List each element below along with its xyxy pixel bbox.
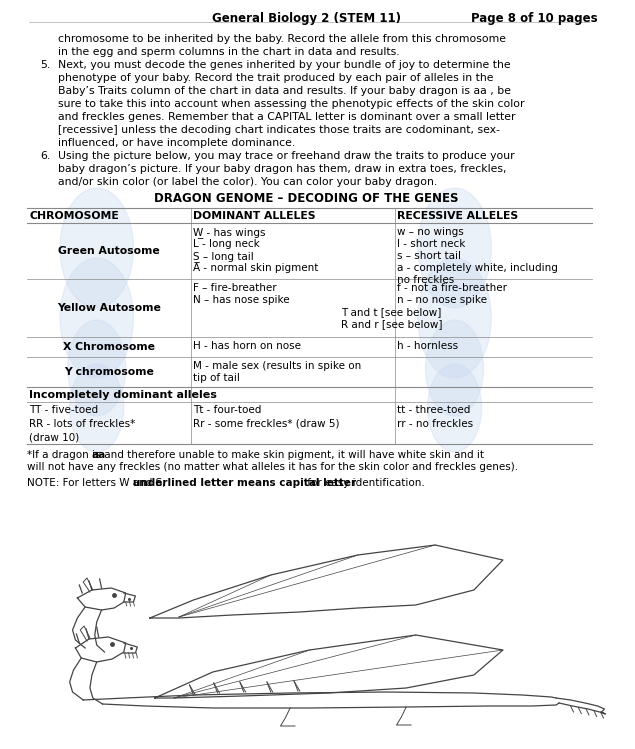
Text: Y chromosome: Y chromosome — [64, 367, 154, 377]
Text: TT - five-toed: TT - five-toed — [29, 405, 98, 415]
Text: General Biology 2 (STEM 11): General Biology 2 (STEM 11) — [212, 12, 401, 25]
Text: H - has horn on nose: H - has horn on nose — [194, 341, 302, 351]
Text: baby dragon’s picture. If your baby dragon has them, draw in extra toes, freckle: baby dragon’s picture. If your baby drag… — [58, 164, 507, 174]
Text: Green Autosome: Green Autosome — [58, 246, 160, 256]
Text: DOMINANT ALLELES: DOMINANT ALLELES — [194, 211, 316, 221]
Text: tt - three-toed: tt - three-toed — [396, 405, 470, 415]
Text: Rr - some freckles* (draw 5): Rr - some freckles* (draw 5) — [194, 419, 340, 429]
Text: 5.: 5. — [41, 60, 51, 70]
Ellipse shape — [60, 188, 133, 308]
Text: for easy identification.: for easy identification. — [304, 478, 424, 488]
Text: h - hornless: h - hornless — [396, 341, 458, 351]
Text: influenced, or have incomplete dominance.: influenced, or have incomplete dominance… — [58, 138, 295, 148]
Ellipse shape — [425, 320, 484, 416]
Text: will not have any freckles (no matter what alleles it has for the skin color and: will not have any freckles (no matter wh… — [27, 462, 518, 472]
Text: phenotype of your baby. Record the trait produced by each pair of alleles in the: phenotype of your baby. Record the trait… — [58, 73, 493, 83]
Text: R and r [see below]: R and r [see below] — [341, 319, 443, 329]
Text: no freckles: no freckles — [396, 275, 454, 285]
Text: A - normal skin pigment: A - normal skin pigment — [194, 263, 319, 273]
Text: l - short neck: l - short neck — [396, 239, 465, 249]
Text: n – no nose spike: n – no nose spike — [396, 295, 486, 305]
Text: Page 8 of 10 pages: Page 8 of 10 pages — [471, 12, 598, 25]
Text: F – fire-breather: F – fire-breather — [194, 283, 277, 293]
Text: RECESSIVE ALLELES: RECESSIVE ALLELES — [396, 211, 518, 221]
Text: T and t [see below]: T and t [see below] — [342, 307, 442, 317]
Text: X Chromosome: X Chromosome — [64, 342, 156, 352]
Ellipse shape — [418, 188, 491, 308]
Text: NOTE: For letters W and S,: NOTE: For letters W and S, — [27, 478, 169, 488]
Text: Tt - four-toed: Tt - four-toed — [194, 405, 262, 415]
Text: and freckles genes. Remember that a CAPITAL letter is dominant over a small lett: and freckles genes. Remember that a CAPI… — [58, 112, 516, 122]
Text: S̲ – long tail: S̲ – long tail — [194, 251, 254, 262]
Text: chromosome to be inherited by the baby. Record the allele from this chromosome: chromosome to be inherited by the baby. … — [58, 34, 506, 44]
Text: s – short tail: s – short tail — [396, 251, 460, 261]
Text: 6.: 6. — [41, 151, 51, 161]
Text: rr - no freckles: rr - no freckles — [396, 419, 472, 429]
Text: N – has nose spike: N – has nose spike — [194, 295, 290, 305]
Text: Next, you must decode the genes inherited by your bundle of joy to determine the: Next, you must decode the genes inherite… — [58, 60, 511, 70]
Text: in the egg and sperm columns in the chart in data and results.: in the egg and sperm columns in the char… — [58, 47, 399, 57]
Text: Incompletely dominant alleles: Incompletely dominant alleles — [29, 390, 217, 400]
Text: f - not a fire-breather: f - not a fire-breather — [396, 283, 507, 293]
Ellipse shape — [427, 364, 481, 452]
Ellipse shape — [418, 258, 491, 378]
Text: w – no wings: w – no wings — [396, 227, 464, 237]
Text: Baby’s Traits column of the chart in data and results. If your baby dragon is aa: Baby’s Traits column of the chart in dat… — [58, 86, 511, 96]
Text: L - long neck: L - long neck — [194, 239, 260, 249]
Ellipse shape — [68, 320, 126, 416]
Text: Using the picture below, you may trace or freehand draw the traits to produce yo: Using the picture below, you may trace o… — [58, 151, 514, 161]
Ellipse shape — [60, 258, 133, 378]
Text: underlined letter means capital letter: underlined letter means capital letter — [133, 478, 356, 488]
Text: RR - lots of freckles*: RR - lots of freckles* — [29, 419, 135, 429]
Text: (draw 10): (draw 10) — [29, 433, 79, 443]
Text: a - completely white, including: a - completely white, including — [396, 263, 558, 273]
Text: W̲ - has wings: W̲ - has wings — [194, 227, 266, 238]
Text: aa: aa — [92, 450, 106, 460]
Text: M - male sex (results in spike on
tip of tail: M - male sex (results in spike on tip of… — [194, 361, 362, 383]
Text: CHROMOSOME: CHROMOSOME — [29, 211, 119, 221]
Text: [recessive] unless the decoding chart indicates those traits are codominant, sex: [recessive] unless the decoding chart in… — [58, 125, 500, 135]
Text: DRAGON GENOME – DECODING OF THE GENES: DRAGON GENOME – DECODING OF THE GENES — [154, 192, 459, 205]
Text: and/or skin color (or label the color). You can color your baby dragon.: and/or skin color (or label the color). … — [58, 177, 438, 187]
Text: Yellow Autosome: Yellow Autosome — [57, 303, 161, 313]
Text: and therefore unable to make skin pigment, it will have white skin and it: and therefore unable to make skin pigmen… — [101, 450, 484, 460]
Ellipse shape — [70, 364, 124, 452]
Text: *If a dragon is: *If a dragon is — [27, 450, 104, 460]
Text: sure to take this into account when assessing the phenotypic effects of the skin: sure to take this into account when asse… — [58, 99, 525, 109]
